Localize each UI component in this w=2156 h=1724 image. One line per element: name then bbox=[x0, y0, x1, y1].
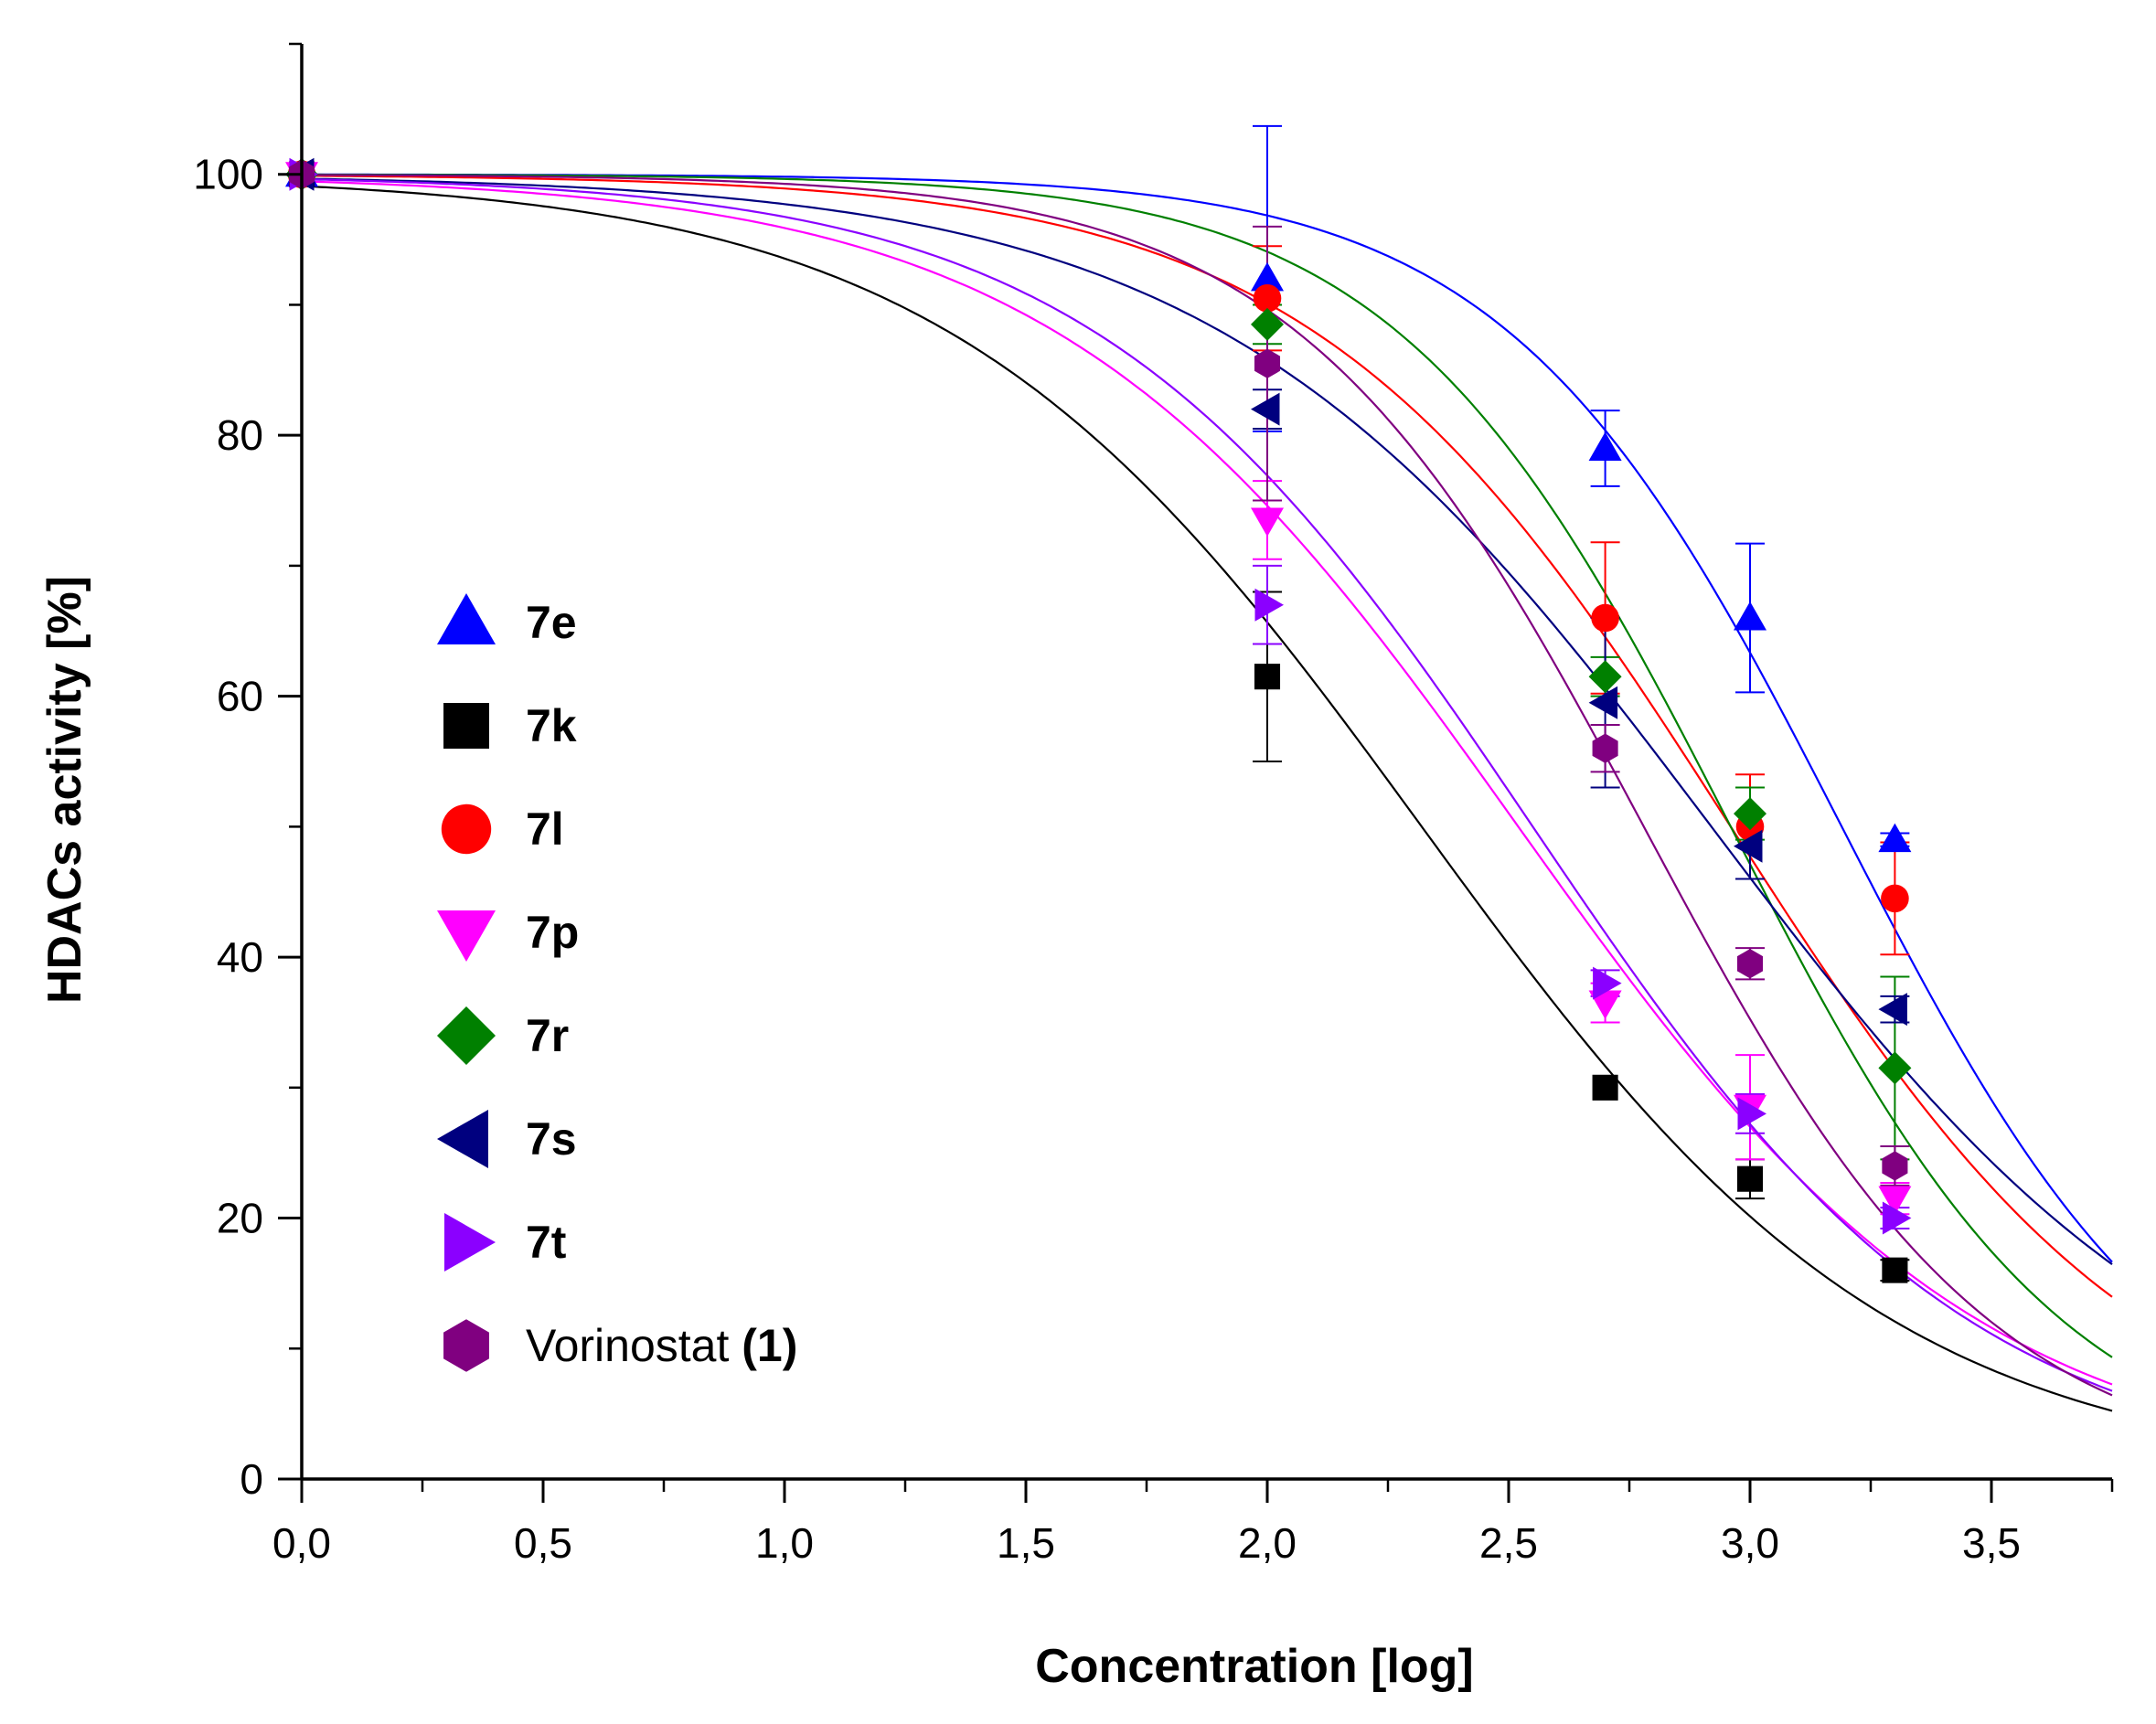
legend-label: Vorinostat (1) bbox=[526, 1320, 797, 1371]
legend-entry: 7s bbox=[437, 1110, 577, 1168]
x-tick-label: 3,5 bbox=[1962, 1519, 2021, 1567]
x-tick-label: 0,0 bbox=[272, 1519, 331, 1567]
data-point-7l bbox=[1591, 603, 1619, 633]
data-point-7r bbox=[1251, 307, 1284, 341]
data-point-(1) bbox=[1592, 733, 1618, 763]
error-bars bbox=[1253, 124, 1910, 1282]
legend-label: 7t bbox=[526, 1217, 567, 1268]
x-tick-label: 2,0 bbox=[1238, 1519, 1297, 1567]
data-point-7l bbox=[1253, 284, 1282, 313]
y-tick-label: 100 bbox=[193, 151, 263, 198]
legend-marker-7t bbox=[444, 1213, 496, 1272]
y-tick-label: 60 bbox=[217, 673, 263, 720]
data-point-7k bbox=[1254, 664, 1281, 690]
x-tick-label: 1,5 bbox=[997, 1519, 1055, 1567]
y-tick-label: 0 bbox=[240, 1455, 263, 1503]
legend-marker-7s bbox=[437, 1110, 488, 1168]
data-point-7l bbox=[1881, 884, 1909, 913]
legend-marker-7p bbox=[437, 910, 496, 962]
x-tick-label: 0,5 bbox=[514, 1519, 572, 1567]
data-point-7p bbox=[1251, 507, 1284, 537]
legend-marker-7k bbox=[443, 703, 489, 749]
legend: 7e 7k 7l 7p 7r 7s 7t Vorinostat (1) bbox=[437, 593, 797, 1372]
fit-curve-(1) bbox=[302, 174, 2113, 1397]
data-point-7s bbox=[1878, 993, 1907, 1027]
legend-entry: 7r bbox=[437, 1006, 569, 1065]
data-point-7e bbox=[1734, 601, 1766, 631]
data-point-(1) bbox=[1736, 949, 1764, 979]
fit-curve-7t bbox=[301, 178, 2113, 1392]
legend-entry: 7t bbox=[444, 1213, 567, 1272]
data-point-7s bbox=[1588, 686, 1618, 719]
data-point-7r bbox=[1734, 797, 1766, 831]
data-point-7t bbox=[1882, 1201, 1912, 1235]
legend-marker-7r bbox=[437, 1006, 496, 1065]
data-point-7s bbox=[1251, 392, 1280, 426]
data-point-7s bbox=[1734, 829, 1763, 863]
fit-curve-7s bbox=[301, 177, 2113, 1265]
y-tick-label: 40 bbox=[217, 933, 263, 981]
y-tick-label: 20 bbox=[217, 1195, 263, 1242]
fit-curve-7r bbox=[302, 173, 2113, 1358]
data-point-7k bbox=[1882, 1257, 1908, 1283]
legend-label: 7k bbox=[526, 700, 577, 751]
data-point-7k bbox=[1592, 1074, 1618, 1101]
data-point-7p bbox=[1588, 990, 1622, 1020]
data-point-7t bbox=[1254, 588, 1284, 622]
x-axis-title: Concentration [log] bbox=[1035, 1640, 1474, 1693]
data-point-(1) bbox=[1882, 1151, 1908, 1181]
data-point-7r bbox=[1588, 660, 1622, 694]
data-point-7r bbox=[1878, 1051, 1912, 1085]
legend-marker-(1) bbox=[443, 1319, 489, 1372]
data-point-7k bbox=[1736, 1165, 1764, 1192]
y-tick-label: 80 bbox=[217, 411, 263, 459]
axes: 0,0 0,5 1,0 1,5 2,0 2,5 3,0 3,5 0 20 40 60 80 100 bbox=[193, 42, 2114, 1567]
legend-entry: 7k bbox=[443, 700, 577, 751]
data-point-7e bbox=[1588, 431, 1622, 461]
legend-label: 7s bbox=[526, 1113, 577, 1165]
legend-marker-7l bbox=[441, 803, 492, 855]
y-axis-title: HDACs activity [%] bbox=[38, 576, 91, 1004]
legend-label: 7p bbox=[526, 907, 579, 958]
data-point-(1) bbox=[1254, 348, 1281, 378]
legend-entry: 7p bbox=[437, 907, 579, 962]
legend-marker-7e bbox=[437, 593, 496, 644]
data-point-7t bbox=[1737, 1097, 1766, 1131]
legend-label: 7e bbox=[526, 597, 577, 648]
legend-label: 7r bbox=[526, 1010, 569, 1061]
legend-entry: Vorinostat (1) bbox=[443, 1319, 797, 1372]
data-point-7t bbox=[1593, 966, 1622, 1000]
data-point-7p bbox=[1878, 1186, 1912, 1216]
legend-label: 7l bbox=[526, 803, 564, 855]
data-point-7e bbox=[1878, 823, 1912, 853]
fit-curves bbox=[301, 173, 2113, 1412]
fit-curve-7p bbox=[301, 180, 2113, 1386]
legend-entry: 7l bbox=[441, 803, 564, 855]
x-tick-label: 2,5 bbox=[1479, 1519, 1538, 1567]
x-tick-label: 3,0 bbox=[1721, 1519, 1779, 1567]
data-markers bbox=[285, 157, 1912, 1283]
legend-entry: 7e bbox=[437, 593, 577, 648]
x-tick-label: 1,0 bbox=[755, 1519, 814, 1567]
fit-curve-7k bbox=[301, 185, 2113, 1412]
data-point-7e bbox=[1251, 261, 1284, 292]
